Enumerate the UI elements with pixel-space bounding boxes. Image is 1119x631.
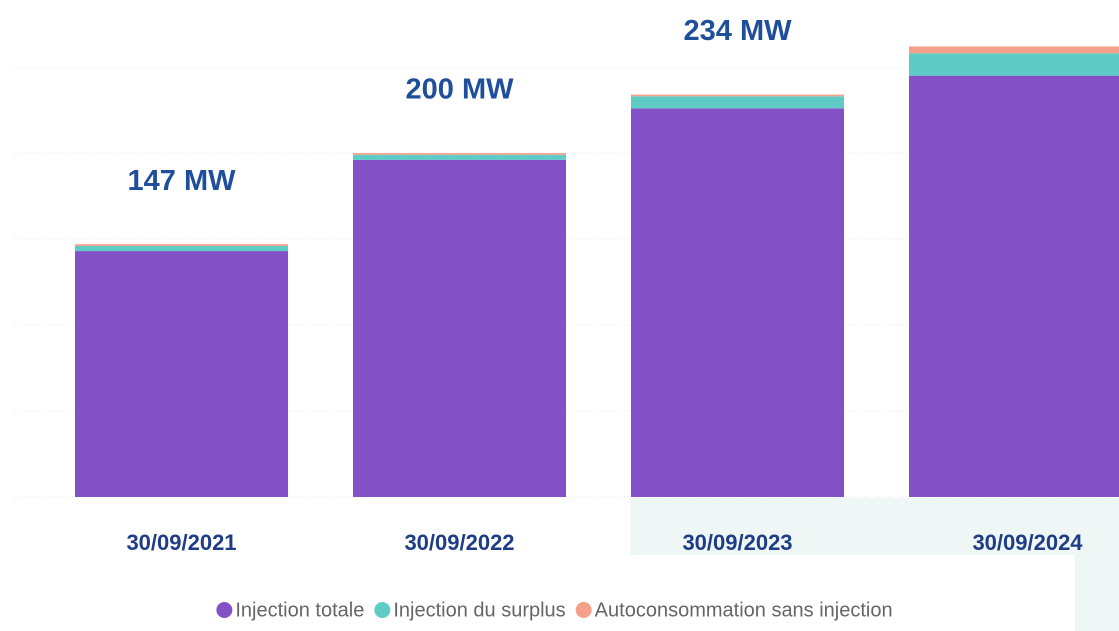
legend-label: Injection du surplus xyxy=(393,599,565,621)
decor xyxy=(1075,498,1119,631)
x-tick-label: 30/09/2023 xyxy=(682,530,792,555)
bar-segment xyxy=(631,108,844,497)
legend-swatch xyxy=(216,602,233,618)
total-label: 200 MW xyxy=(406,74,515,106)
bar-segment xyxy=(909,46,1119,54)
legend-swatch xyxy=(374,602,391,618)
bar-segment xyxy=(353,159,566,497)
total-label: 147 MW xyxy=(128,165,237,197)
bar-segment xyxy=(75,245,288,252)
total-label: 234 MW xyxy=(684,15,793,47)
x-tick-label: 30/09/2022 xyxy=(404,530,514,555)
legend-swatch xyxy=(575,602,592,618)
bar-segment xyxy=(75,244,288,246)
legend-label: Injection totale xyxy=(235,599,364,621)
bar-segment xyxy=(909,53,1119,76)
bar-segment xyxy=(75,251,288,497)
bar-segment xyxy=(631,96,844,109)
bar-segment xyxy=(909,75,1119,498)
legend: Injection totale Injection du surplus Auto… xyxy=(216,599,893,621)
bar-segment xyxy=(631,94,844,97)
decor xyxy=(630,498,1075,555)
x-tick-label: 30/09/2024 xyxy=(972,530,1083,555)
x-tick-label: 30/09/2021 xyxy=(126,530,236,555)
legend-label: Autoconsommation sans injection xyxy=(595,599,893,621)
bar-segment xyxy=(353,153,566,155)
bar-segment xyxy=(353,154,566,160)
